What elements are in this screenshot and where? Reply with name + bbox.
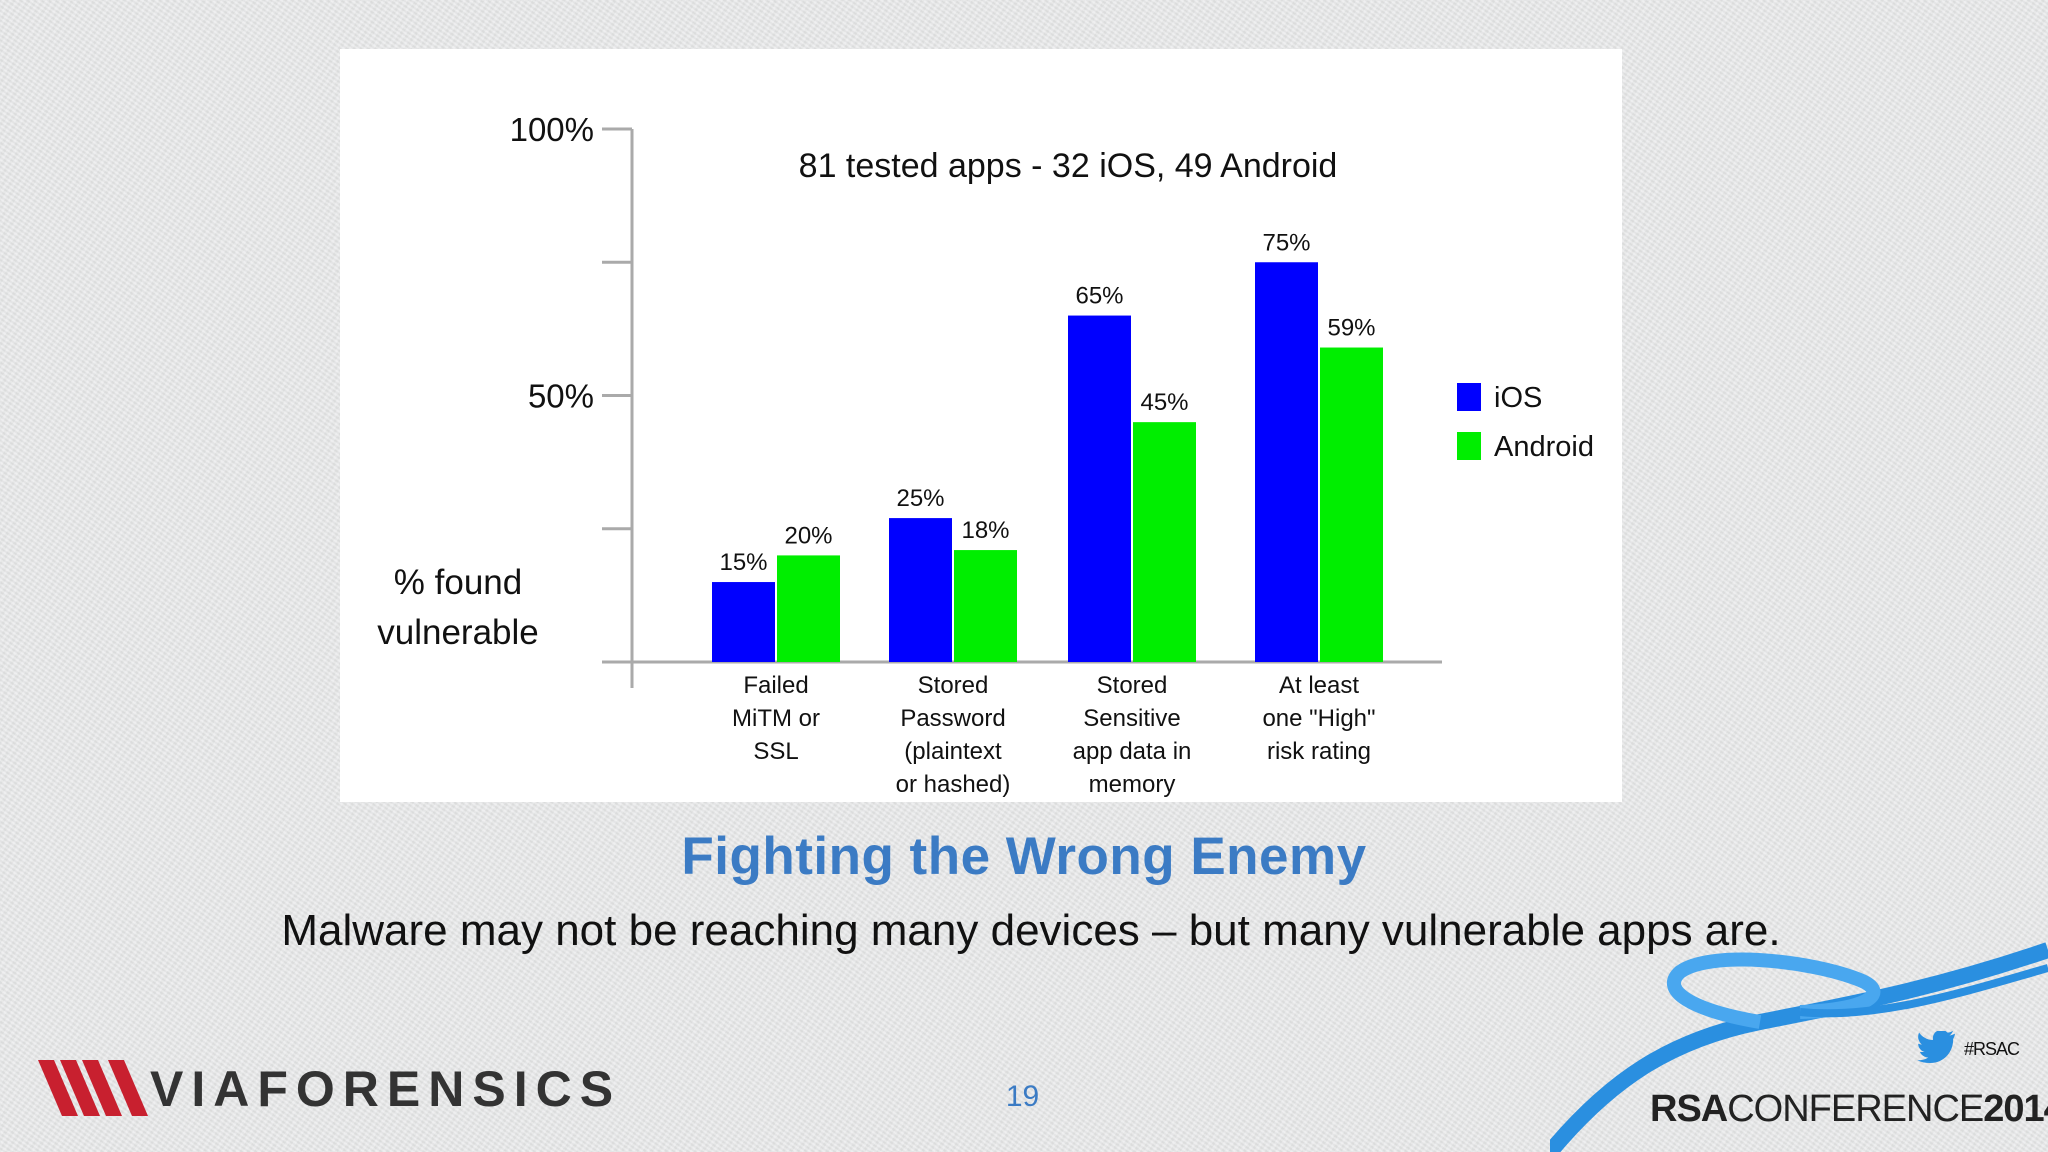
- bar-android-1: [954, 550, 1017, 662]
- company-name: VIAFORENSICS: [150, 1061, 622, 1117]
- rsa-logo-middle: CONFERENCE: [1727, 1088, 1984, 1130]
- bar-ios-1: [889, 518, 952, 662]
- bar-ios-3: [1255, 262, 1318, 662]
- x-tick-label: one "High": [1262, 705, 1375, 732]
- x-tick-label: MiTM or: [732, 705, 820, 732]
- twitter-bird-icon[interactable]: [1916, 1031, 1956, 1065]
- x-tick-label: Failed: [743, 672, 808, 699]
- bar-ios-0: [712, 582, 775, 662]
- x-tick-label: Stored: [1097, 672, 1168, 699]
- viaforensics-logo-icon: [38, 1060, 148, 1116]
- rsa-conference-logo: RSACONFERENCE2014: [1650, 1088, 2048, 1131]
- chart-panel: 81 tested apps - 32 iOS, 49 Android 100%…: [340, 49, 1622, 802]
- rsa-logo-prefix: RSA: [1650, 1088, 1728, 1130]
- y-axis-label: % found vulnerable: [377, 563, 539, 652]
- bar-android-2: [1133, 422, 1196, 662]
- hashtag-label: #RSAC: [1964, 1039, 2020, 1059]
- data-label: 45%: [1140, 389, 1188, 416]
- legend-swatch-ios: [1457, 383, 1481, 411]
- x-tick-labels: Failed MiTM or SSL Stored Password (plaintext…: [732, 672, 1376, 798]
- y-axis-label-line: vulnerable: [377, 613, 539, 652]
- data-label: 20%: [784, 522, 832, 549]
- legend-label-android: Android: [1494, 431, 1594, 463]
- legend: iOS Android: [1457, 382, 1594, 463]
- y-axis-label-line: % found: [394, 563, 522, 602]
- bar-android-0: [777, 555, 840, 662]
- legend-label-ios: iOS: [1494, 382, 1542, 414]
- x-tick-label: At least: [1279, 672, 1359, 699]
- page-number: 19: [1005, 1080, 1040, 1113]
- y-tick-label: 100%: [510, 111, 594, 148]
- legend-swatch-android: [1457, 432, 1481, 460]
- rsa-ribbon-graphic: [1550, 942, 2048, 1152]
- data-label: 75%: [1262, 229, 1310, 256]
- data-label: 18%: [961, 517, 1009, 544]
- chart-title: 81 tested apps - 32 iOS, 49 Android: [799, 147, 1338, 185]
- slide-title: Fighting the Wrong Enemy: [681, 827, 1367, 886]
- data-label: 65%: [1075, 283, 1123, 310]
- x-tick-label: risk rating: [1267, 738, 1371, 765]
- x-tick-label: or hashed): [896, 771, 1011, 798]
- y-tick-label: 50%: [528, 378, 594, 415]
- data-label: 15%: [719, 549, 767, 576]
- data-label: 25%: [896, 485, 944, 512]
- x-tick-label: (plaintext: [904, 738, 1002, 765]
- bar-android-3: [1320, 347, 1383, 662]
- x-tick-label: Stored: [918, 672, 989, 699]
- rsa-logo-year: 2014: [1983, 1088, 2048, 1130]
- x-tick-label: Password: [900, 705, 1005, 732]
- x-tick-label: Sensitive: [1083, 705, 1180, 732]
- bar-ios-2: [1068, 315, 1131, 662]
- data-label: 59%: [1327, 315, 1375, 342]
- bars-group: 15% 25% 65% 75% 20% 18% 45% 59%: [712, 229, 1383, 662]
- x-tick-label: SSL: [753, 738, 798, 765]
- bar-chart: 81 tested apps - 32 iOS, 49 Android 100%…: [377, 111, 1594, 798]
- x-tick-label: memory: [1089, 771, 1176, 798]
- x-tick-label: app data in: [1073, 738, 1192, 765]
- slide-subtitle: Malware may not be reaching many devices…: [281, 906, 1781, 955]
